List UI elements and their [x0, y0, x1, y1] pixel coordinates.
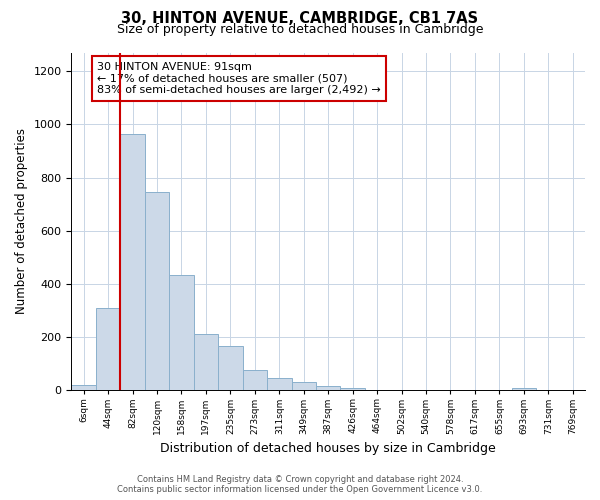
Y-axis label: Number of detached properties: Number of detached properties [15, 128, 28, 314]
Text: Size of property relative to detached houses in Cambridge: Size of property relative to detached ho… [117, 22, 483, 36]
Bar [242, 370, 267, 390]
Text: 30, HINTON AVENUE, CAMBRIDGE, CB1 7AS: 30, HINTON AVENUE, CAMBRIDGE, CB1 7AS [121, 11, 479, 26]
Text: Contains HM Land Registry data © Crown copyright and database right 2024.
Contai: Contains HM Land Registry data © Crown c… [118, 474, 482, 494]
Bar [218, 346, 242, 391]
Bar [267, 378, 292, 390]
Bar [340, 388, 365, 390]
Bar [194, 334, 218, 390]
X-axis label: Distribution of detached houses by size in Cambridge: Distribution of detached houses by size … [160, 442, 496, 455]
Bar [316, 386, 340, 390]
Bar [96, 308, 121, 390]
Bar [121, 134, 145, 390]
Bar [169, 274, 194, 390]
Bar [292, 382, 316, 390]
Bar [145, 192, 169, 390]
Text: 30 HINTON AVENUE: 91sqm
← 17% of detached houses are smaller (507)
83% of semi-d: 30 HINTON AVENUE: 91sqm ← 17% of detache… [97, 62, 381, 95]
Bar [512, 388, 536, 390]
Bar [71, 385, 96, 390]
